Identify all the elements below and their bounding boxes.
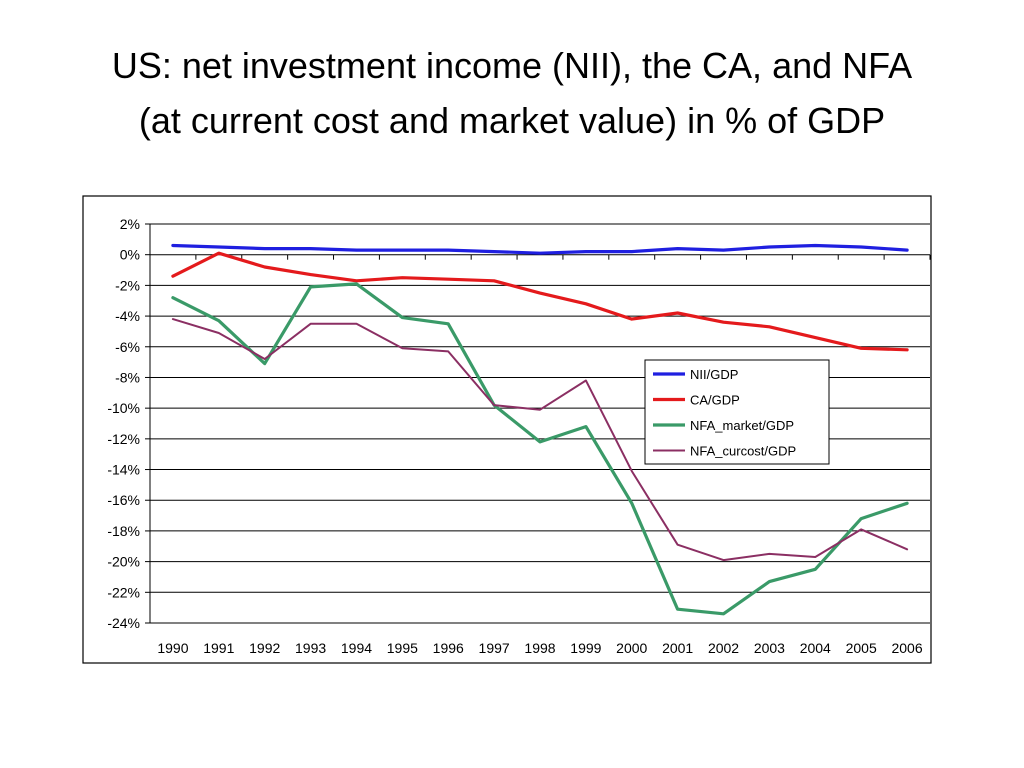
slide-title: US: net investment income (NII), the CA,… [0,38,1024,148]
x-tick-label: 2003 [754,640,785,656]
legend-label: NII/GDP [690,367,738,382]
x-tick-label: 1997 [479,640,510,656]
series-line-nfa-curcost-gdp [171,318,909,562]
y-tick-label: -18% [107,523,140,539]
y-tick-label: -20% [107,554,140,570]
y-tick-label: -16% [107,492,140,508]
x-tick-labels: 1990 1991 1992 1993 1994 1995 1996 1997 1998 1999… [157,640,922,656]
series-line-nii-gdp [171,243,909,255]
x-tick-label: 1994 [341,640,372,656]
x-tick-label: 1993 [295,640,326,656]
x-tick-label: 2004 [800,640,831,656]
y-tick-label: -4% [115,308,140,324]
x-tick-label: 2006 [891,640,922,656]
y-tick-label: -14% [107,462,140,478]
title-line-1: US: net investment income (NII), the CA,… [111,45,913,86]
x-tick-label: 1992 [249,640,280,656]
y-tick-label: -8% [115,369,140,385]
y-tick-label: -12% [107,431,140,447]
series-line-ca-gdp [171,251,909,352]
x-tick-label: 1998 [524,640,555,656]
series-lines [171,243,909,616]
x-tick-label: 1995 [387,640,418,656]
legend: NII/GDP CA/GDP NFA_market/GDP NFA_curcost/G… [644,359,830,465]
y-tick-label: -24% [107,615,140,631]
y-tick-label: 2% [120,216,140,232]
y-tick-label: -2% [115,277,140,293]
legend-label: NFA_curcost/GDP [690,444,796,459]
x-tick-label: 2005 [846,640,877,656]
legend-label: CA/GDP [690,393,740,408]
y-tick-label: -6% [115,339,140,355]
y-tick-labels: 2% 0% -2% -4% -6% -8% -10% -12% -14% -16% -18% -20%… [107,216,140,631]
y-tick-label: -10% [107,400,140,416]
y-tick-label: 0% [120,247,140,263]
x-tick-label: 1990 [157,640,188,656]
series-line-nfa-market-gdp [171,282,909,616]
y-tick-label: -22% [107,584,140,600]
x-tick-label: 1991 [203,640,234,656]
x-tick-label: 1999 [570,640,601,656]
x-tick-label: 1996 [433,640,464,656]
x-tick-label: 2002 [708,640,739,656]
x-tick-label: 2001 [662,640,693,656]
legend-box [644,359,830,465]
x-tick-label: 2000 [616,640,647,656]
legend-label: NFA_market/GDP [690,418,794,433]
title-line-2: (at current cost and market value) in % … [138,100,886,141]
